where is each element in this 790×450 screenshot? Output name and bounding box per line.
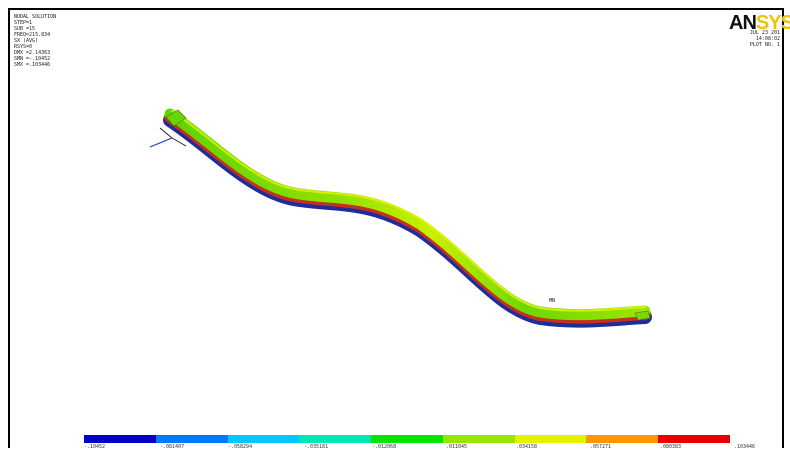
legend-label: -.058294	[228, 444, 253, 450]
info-line: FREQ=215.834	[14, 32, 51, 38]
legend-label: -.081407	[160, 444, 185, 450]
time-text: 14:08:02	[755, 36, 780, 42]
legend-label: -.10452	[84, 444, 106, 450]
info-line: SUB =15	[14, 26, 36, 32]
coordinate-triad-icon	[149, 127, 187, 148]
legend-swatch	[299, 435, 372, 443]
solution-title: NODAL SOLUTION	[14, 14, 57, 20]
legend-label: .080383	[660, 444, 682, 450]
legend-label: .011045	[446, 444, 468, 450]
beam-contour	[164, 108, 651, 321]
ansys-logo: ANSYS	[729, 12, 790, 34]
legend-swatch	[84, 435, 156, 443]
legend-label: -.035181	[304, 444, 329, 450]
beam-end-cap	[634, 310, 651, 321]
info-line: SX (AVG)	[14, 38, 39, 44]
date-block: JUL 23 201 14:08:02 PLOT NO. 1	[750, 30, 780, 48]
legend-swatch	[658, 435, 731, 443]
legend-label: -.012068	[372, 444, 397, 450]
node-marker-label: MN	[549, 298, 555, 304]
legend-swatch	[371, 435, 443, 443]
contour-legend-bar	[84, 435, 731, 445]
plot-number: PLOT NO. 1	[749, 42, 780, 48]
date-text: JUL 23 201	[749, 30, 780, 36]
info-line: DMX =2.14363	[14, 50, 51, 56]
beam-highlight	[171, 110, 646, 312]
legend-swatch	[586, 435, 659, 443]
legend-label: .103446	[734, 444, 756, 450]
info-line: SMX =.103446	[14, 62, 51, 68]
legend-label: .034158	[516, 444, 538, 450]
solution-info: NODAL SOLUTION STEP=1 SUB =15 FREQ=215.8…	[14, 14, 56, 68]
info-line: RSYS=0	[14, 44, 33, 50]
legend-label: .057271	[590, 444, 612, 450]
info-line: STEP=1	[14, 20, 33, 26]
beam-start-cap	[165, 109, 187, 127]
graphics-viewport[interactable]	[8, 8, 784, 448]
legend-swatch	[514, 435, 587, 443]
legend-labels: -.10452 -.081407 -.058294 -.035181 -.012…	[84, 444, 774, 450]
info-line: SMN =-.10452	[14, 56, 51, 62]
legend-swatch	[227, 435, 300, 443]
legend-swatch	[442, 435, 515, 443]
legend-swatch	[155, 435, 228, 443]
